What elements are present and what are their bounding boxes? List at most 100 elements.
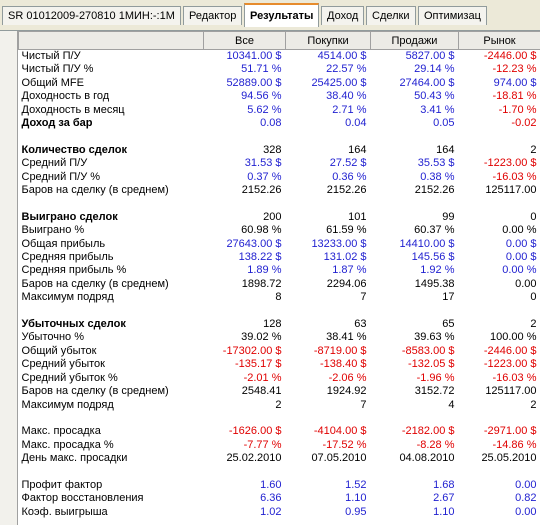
- data-row: Общий MFE 52889.00 $ 25425.00 $ 27464.00 $ 9…: [19, 77, 540, 90]
- data-row: Баров на сделку (в среднем) 2548.41 1924.9…: [19, 385, 540, 398]
- value-cell: 52889.00 $: [226, 76, 282, 89]
- value-cell: 2548.41: [241, 385, 282, 398]
- value-cell: 35.53 $: [417, 157, 455, 170]
- spacer-cell: [19, 130, 540, 143]
- row-label: Средняя прибыль %: [21, 264, 127, 277]
- value-cell: 3152.72: [414, 385, 455, 398]
- value-cell: -138.40 $: [320, 358, 367, 371]
- tab[interactable]: Оптимизац: [418, 6, 487, 25]
- value-cell: 3.41 %: [420, 103, 455, 116]
- value-cell: -18.81 %: [492, 90, 537, 103]
- row-label: Доходность в год: [21, 90, 110, 103]
- column-header: Все: [203, 31, 286, 50]
- row-label: Фактор восстановления: [21, 492, 144, 505]
- row-label: Макс. просадка: [21, 425, 101, 438]
- side-strip: [0, 31, 18, 525]
- data-row: Средняя прибыль 138.22 $ 131.02 $ 145.56 $ 0…: [19, 251, 540, 264]
- value-cell: 1898.72: [241, 277, 282, 290]
- value-cell: -1223.00 $: [483, 157, 537, 170]
- data-row: Доходность в месяц 5.62 % 2.71 % 3.41 % -1.7…: [19, 104, 540, 117]
- row-label: Выиграно %: [21, 224, 85, 237]
- row-label: Количество сделок: [21, 143, 127, 156]
- value-cell: 6.36: [260, 492, 282, 505]
- data-row: Доход за бар 0.08 0.04 0.05 -0.02: [19, 117, 540, 130]
- value-cell: 0.37 %: [247, 170, 282, 183]
- value-cell: 164: [436, 143, 455, 156]
- value-cell: 60.37 %: [414, 224, 455, 237]
- value-cell: -1.70 %: [498, 103, 537, 116]
- tab[interactable]: Доход: [321, 6, 365, 25]
- row-label: Общий MFE: [21, 76, 84, 89]
- value-cell: 13233.00 $: [311, 237, 367, 250]
- value-cell: 63: [354, 318, 367, 331]
- value-cell: 2.67: [433, 492, 455, 505]
- value-cell: 0.00 %: [502, 264, 537, 277]
- row-label: Чистый П/У %: [21, 63, 94, 76]
- value-cell: 0.04: [345, 117, 367, 130]
- row-label: Выиграно сделок: [21, 210, 118, 223]
- value-cell: 50.43 %: [414, 90, 455, 103]
- row-label: Баров на сделку (в среднем): [21, 184, 169, 197]
- value-cell: -2182.00 $: [401, 425, 455, 438]
- value-cell: 39.63 %: [414, 331, 455, 344]
- value-cell: 328: [263, 143, 282, 156]
- spacer-cell: [19, 197, 540, 210]
- value-cell: -8583.00 $: [401, 344, 455, 357]
- value-cell: 2294.06: [326, 277, 367, 290]
- value-cell: 0.00 $: [505, 237, 537, 250]
- data-row: Макс. просадка % -7.77 % -17.52 % -8.28 % -1…: [19, 439, 540, 452]
- value-cell: -1626.00 $: [228, 425, 282, 438]
- value-cell: 1.52: [345, 478, 367, 491]
- row-label: Максимум подряд: [21, 398, 114, 411]
- data-row: Коэф. выигрыша 1.02 0.95 1.10 0.00: [19, 506, 540, 519]
- value-cell: 0: [530, 291, 537, 304]
- data-row: Средний убыток -135.17 $ -138.40 $ -132.05 …: [19, 358, 540, 371]
- value-cell: 10341.00 $: [226, 50, 282, 62]
- value-cell: 0.95: [345, 505, 367, 518]
- value-cell: -17.52 %: [322, 438, 367, 451]
- value-cell: 27464.00 $: [399, 76, 455, 89]
- value-cell: 125117.00: [485, 184, 537, 197]
- spacer-row: [19, 130, 540, 143]
- value-cell: -2446.00 $: [483, 50, 537, 62]
- value-cell: 0.00 %: [502, 224, 537, 237]
- value-cell: 101: [348, 210, 367, 223]
- data-row: Доходность в год 94.56 % 38.40 % 50.43 % -18…: [19, 90, 540, 103]
- tab[interactable]: Сделки: [366, 6, 416, 25]
- value-cell: 200: [263, 210, 282, 223]
- value-cell: 99: [442, 210, 455, 223]
- value-cell: 7: [360, 291, 367, 304]
- row-label: Средняя прибыль: [21, 251, 114, 264]
- column-header: Продажи: [370, 31, 459, 50]
- value-cell: 138.22 $: [238, 251, 282, 264]
- value-cell: -135.17 $: [235, 358, 282, 371]
- spacer-row: [19, 305, 540, 318]
- tab[interactable]: Результаты: [244, 3, 320, 27]
- value-cell: 2152.26: [414, 184, 455, 197]
- value-cell: 4: [448, 398, 455, 411]
- spacer-cell: [19, 305, 540, 318]
- value-cell: -2971.00 $: [483, 425, 537, 438]
- value-cell: -1.96 %: [416, 371, 455, 384]
- data-row: Средний убыток % -2.01 % -2.06 % -1.96 % -16…: [19, 372, 540, 385]
- row-label: Коэф. выигрыша: [21, 505, 108, 518]
- tab[interactable]: SR 01012009-270810 1МИН:-:1М: [2, 6, 181, 25]
- value-cell: 8: [275, 291, 282, 304]
- data-row: Макс. просадка -1626.00 $ -4104.00 $ -2182.…: [19, 425, 540, 438]
- value-cell: -4104.00 $: [313, 425, 367, 438]
- row-label: Максимум подряд: [21, 291, 114, 304]
- value-cell: 0.00: [515, 505, 537, 518]
- row-label: Доход за бар: [21, 117, 93, 130]
- value-cell: 1.68: [433, 478, 455, 491]
- value-cell: 0.00 $: [505, 251, 537, 264]
- value-cell: 4514.00 $: [317, 50, 367, 62]
- value-cell: 5.62 %: [247, 103, 282, 116]
- value-cell: 38.40 %: [326, 90, 367, 103]
- row-label: Доходность в месяц: [21, 103, 125, 116]
- column-header: Рынок: [458, 31, 540, 50]
- tab[interactable]: Редактор: [183, 6, 243, 25]
- value-cell: 0: [530, 210, 537, 223]
- value-cell: 65: [442, 318, 455, 331]
- value-cell: 25.02.2010: [226, 452, 282, 465]
- value-cell: 25.05.2010: [481, 452, 537, 465]
